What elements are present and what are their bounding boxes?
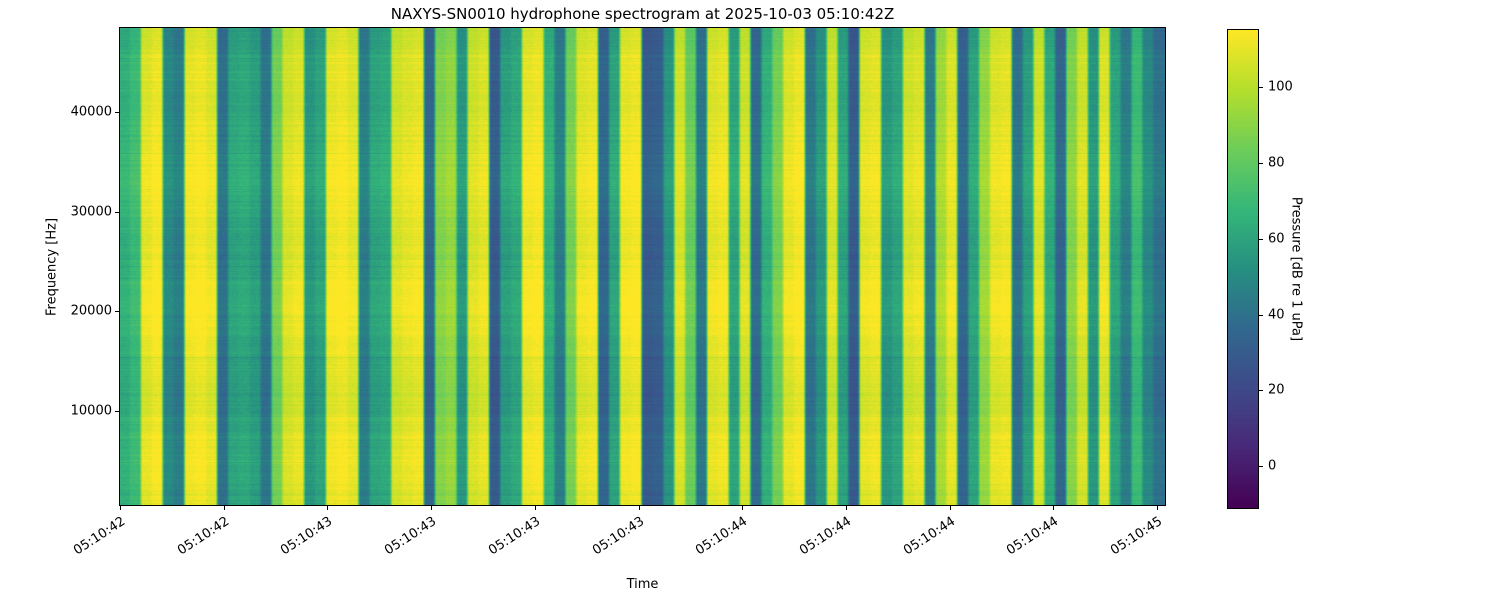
- x-tick-label: 05:10:43: [278, 514, 336, 559]
- x-tick-label: 05:10:44: [1004, 514, 1062, 559]
- colorbar-tick-mark: [1259, 390, 1263, 392]
- colorbar-tick-mark: [1259, 466, 1263, 468]
- x-tick-label: 05:10:45: [1108, 514, 1166, 559]
- x-tick-mark: [431, 506, 433, 510]
- x-tick-label: 05:10:43: [382, 514, 440, 559]
- colorbar-tick-label: 40: [1268, 307, 1285, 323]
- y-tick-mark: [115, 112, 119, 114]
- y-tick-mark: [115, 410, 119, 412]
- colorbar-tick-mark: [1259, 86, 1263, 88]
- colorbar-tick-mark: [1259, 162, 1263, 164]
- x-tick-mark: [845, 506, 847, 510]
- x-tick-label: 05:10:44: [900, 514, 958, 559]
- x-tick-mark: [1053, 506, 1055, 510]
- x-tick-label: 05:10:43: [485, 514, 543, 559]
- y-tick-label: 10000: [70, 403, 112, 419]
- y-tick-label: 40000: [70, 104, 112, 120]
- colorbar-tick-label: 60: [1268, 231, 1285, 247]
- x-tick-mark: [638, 506, 640, 510]
- x-tick-mark: [949, 506, 951, 510]
- colorbar-tick-label: 80: [1268, 155, 1285, 171]
- x-tick-mark: [223, 506, 225, 510]
- colorbar-label: Pressure [dB re 1 uPa]: [1288, 196, 1304, 342]
- y-axis-label: Frequency [Hz]: [44, 217, 60, 317]
- x-tick-mark: [120, 506, 121, 510]
- x-axis-label: Time: [626, 577, 659, 592]
- x-tick-mark: [742, 506, 744, 510]
- y-tick-label: 30000: [70, 204, 112, 220]
- colorbar-tick-label: 20: [1268, 382, 1285, 398]
- x-tick-mark: [1157, 506, 1158, 510]
- colorbar-tick-label: 100: [1268, 79, 1293, 95]
- y-tick-mark: [115, 311, 119, 313]
- colorbar-tick-label: 0: [1268, 458, 1277, 474]
- y-tick-mark: [115, 211, 119, 213]
- x-tick-label: 05:10:43: [589, 514, 647, 559]
- x-tick-label: 05:10:44: [693, 514, 751, 559]
- spectrogram-heatmap: [119, 27, 1166, 506]
- plot-title: NAXYS-SN0010 hydrophone spectrogram at 2…: [390, 5, 895, 23]
- x-tick-label: 05:10:42: [174, 514, 232, 559]
- x-tick-mark: [327, 506, 329, 510]
- x-tick-mark: [534, 506, 536, 510]
- x-tick-label: 05:10:42: [71, 514, 129, 559]
- colorbar: [1227, 29, 1259, 509]
- x-tick-label: 05:10:44: [796, 514, 855, 559]
- colorbar-tick-mark: [1259, 314, 1263, 316]
- colorbar-tick-mark: [1259, 238, 1263, 240]
- y-tick-label: 20000: [70, 303, 112, 319]
